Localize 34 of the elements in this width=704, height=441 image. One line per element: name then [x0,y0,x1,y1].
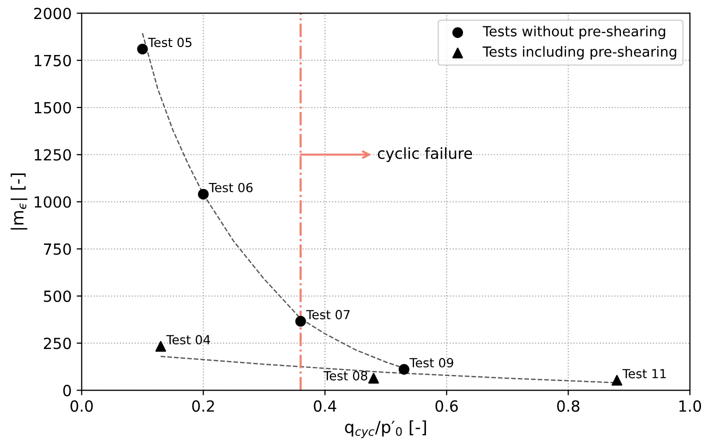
annotation: Test 04 [166,334,210,344]
y-axis-title: |m$_{ϵ}$| [-] [10,173,28,230]
x-tick-label: 0.2 [192,400,214,412]
annotation: Test 06 [208,182,253,192]
x-tick-label: 0.6 [435,400,458,412]
point [398,364,410,375]
x-tick-label: 0.0 [70,400,93,412]
annotation: Test 11 [622,369,666,378]
x-tick-label: 1.0 [679,400,702,412]
point [198,188,209,200]
point [612,374,622,386]
y-tick-label: 1250 [34,149,71,161]
y-tick-label: 250 [44,338,71,350]
x-tick-label: 0.4 [314,400,336,412]
y-tick-label: 500 [44,290,71,302]
annotation: cyclic failure [378,147,472,162]
point [368,372,379,384]
y-tick-label: 1750 [34,54,71,66]
x-tick-label: 0.8 [557,400,580,412]
point [155,341,166,352]
y-tick-label: 1000 [34,196,71,208]
annotation: Test 09 [410,358,454,368]
y-tick-label: 1500 [34,102,71,114]
annotation: Test 08 [324,371,368,380]
annotation: Test 07 [306,310,350,320]
x-axis-title: q$_{cyc}$/p′$_{0}$ [-] [345,420,426,438]
point [137,44,148,54]
y-tick-label: 750 [44,243,71,255]
point [295,316,306,327]
y-tick-label: 0 [63,384,71,396]
y-tick-label: 2000 [34,8,71,20]
legend-label: Tests including pre-shearing [482,46,676,60]
legend-label: Tests without pre-shearing [482,26,666,40]
annotation: Test 05 [148,38,192,48]
